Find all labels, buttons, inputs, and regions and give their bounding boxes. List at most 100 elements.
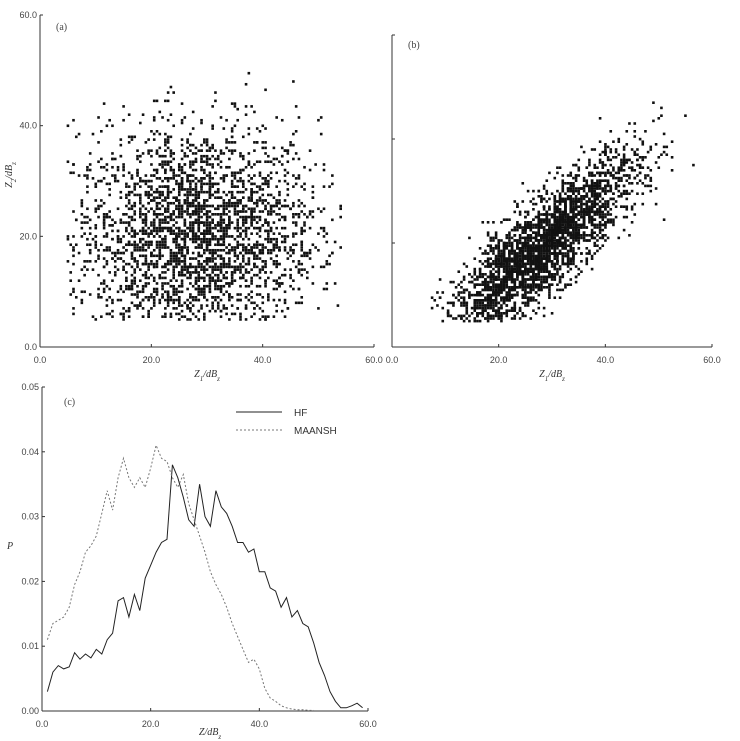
scatter-point <box>580 200 583 203</box>
scatter-point <box>72 307 75 310</box>
scatter-point <box>508 239 511 242</box>
scatter-point <box>609 218 613 221</box>
scatter-point <box>598 221 602 224</box>
scatter-point <box>516 252 519 255</box>
scatter-point <box>219 229 223 233</box>
scatter-point <box>155 243 159 247</box>
scatter-point <box>216 301 220 305</box>
scatter-point <box>550 278 554 281</box>
scatter-point <box>596 166 599 169</box>
scatter-point <box>152 304 156 307</box>
scatter-point <box>280 163 284 166</box>
scatter-point <box>572 163 575 167</box>
scatter-point <box>247 226 251 230</box>
scatter-point <box>566 252 570 255</box>
scatter-point <box>292 132 295 136</box>
scatter-point <box>267 251 270 255</box>
scatter-point <box>494 283 498 286</box>
scatter-point <box>111 251 114 255</box>
scatter-point <box>545 213 549 216</box>
scatter-point <box>272 243 276 247</box>
scatter-point <box>122 235 125 238</box>
scatter-point <box>510 244 514 247</box>
scatter-point <box>191 226 195 230</box>
scatter-point <box>577 166 581 169</box>
scatter-point <box>606 171 610 175</box>
scatter-point <box>216 254 220 258</box>
scatter-point <box>598 117 602 120</box>
scatter-point <box>510 260 514 263</box>
scatter-point <box>582 197 586 201</box>
scatter-point <box>526 210 530 214</box>
scatter-point <box>222 174 226 177</box>
scatter-point <box>319 132 323 136</box>
scatter-point <box>598 228 602 232</box>
scatter-point <box>300 248 304 252</box>
scatter-point <box>481 293 485 297</box>
scatter-point <box>228 243 231 247</box>
scatter-point <box>239 271 242 274</box>
scatter-point <box>225 290 228 294</box>
scatter-point <box>255 215 259 219</box>
scatter-point <box>197 201 201 205</box>
scatter-point <box>164 210 167 213</box>
scatter-point <box>155 260 159 263</box>
scatter-point <box>183 254 187 258</box>
scatter-point <box>598 179 602 182</box>
scatter-point <box>133 246 137 249</box>
scatter-point <box>127 224 131 227</box>
scatter-point <box>208 215 212 219</box>
scatter-point <box>582 210 586 214</box>
scatter-point <box>225 229 228 233</box>
scatter-point <box>255 240 259 244</box>
scatter-point <box>319 210 323 213</box>
scatter-point <box>158 226 162 230</box>
scatter-point <box>191 284 195 288</box>
scatter-point <box>189 257 192 260</box>
scatter-point <box>572 215 575 219</box>
scatter-point <box>481 306 485 310</box>
scatter-point <box>524 291 527 294</box>
scatter-point <box>158 254 162 258</box>
scatter-point <box>484 283 487 286</box>
scatter-point <box>494 291 498 294</box>
scatter-point <box>577 231 581 234</box>
scatter-point <box>216 224 220 227</box>
scatter-point <box>478 273 482 276</box>
scatter-point <box>197 215 201 219</box>
scatter-point <box>462 262 466 266</box>
scatter-point <box>596 195 599 198</box>
scatter-point <box>191 204 195 208</box>
scatter-point <box>297 215 301 219</box>
scatter-point <box>292 80 295 83</box>
scatter-point <box>612 202 615 206</box>
scatter-point <box>590 184 594 188</box>
scatter-point <box>175 251 178 255</box>
scatter-point <box>69 293 73 296</box>
scatter-point <box>548 234 551 237</box>
scatter-point <box>582 179 586 182</box>
scatter-point <box>80 221 84 224</box>
scatter-point <box>529 265 533 268</box>
scatter-point <box>604 226 607 229</box>
scatter-point <box>267 232 270 235</box>
scatter-point <box>197 179 201 183</box>
scatter-point <box>601 210 605 214</box>
scatter-point <box>518 239 522 242</box>
scatter-point <box>133 193 137 197</box>
scatter-point <box>250 188 253 191</box>
scatter-point <box>564 247 567 250</box>
y-tick-label: 20.0 <box>19 231 37 241</box>
scatter-point <box>180 179 184 183</box>
scatter-point <box>306 271 309 274</box>
scatter-point <box>222 265 226 269</box>
scatter-point <box>144 248 148 252</box>
scatter-point <box>133 218 137 222</box>
scatter-point <box>553 213 557 216</box>
scatter-point <box>542 254 546 258</box>
scatter-point <box>161 213 164 216</box>
scatter-point <box>122 315 125 318</box>
scatter-point <box>72 254 75 258</box>
scatter-point <box>508 293 511 297</box>
scatter-point <box>169 177 173 180</box>
